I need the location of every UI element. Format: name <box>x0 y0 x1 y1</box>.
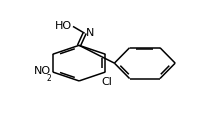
Text: HO: HO <box>55 21 72 31</box>
Text: NO: NO <box>34 66 51 76</box>
Text: 2: 2 <box>46 74 51 83</box>
Text: Cl: Cl <box>101 77 112 87</box>
Text: N: N <box>86 28 94 38</box>
